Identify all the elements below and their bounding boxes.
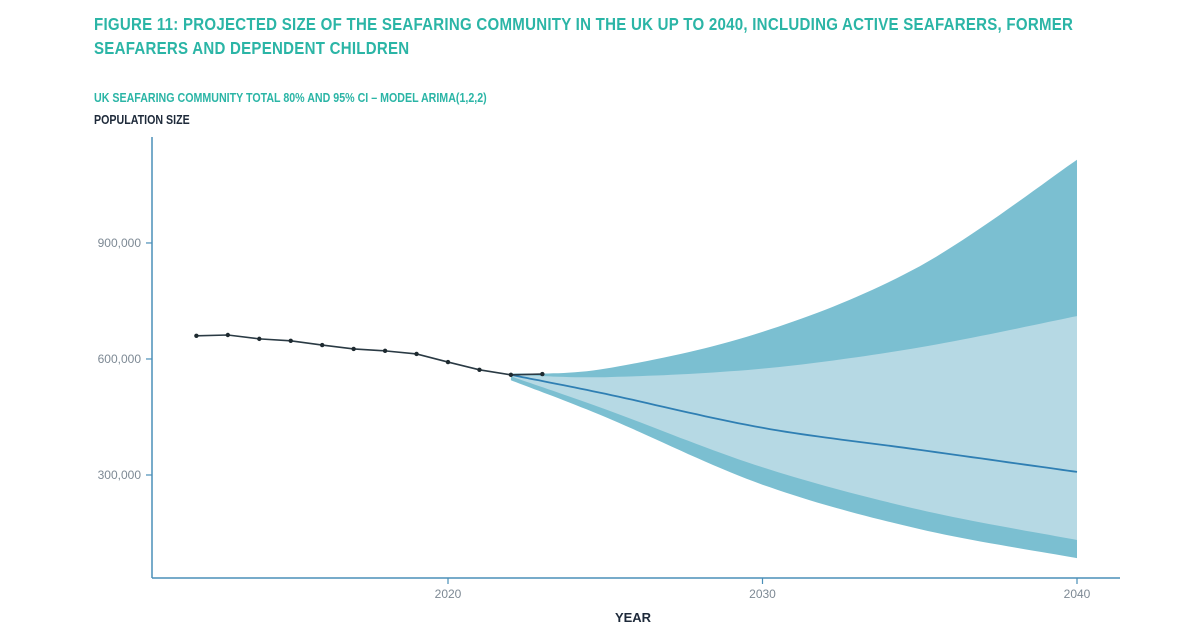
y-tick-label: 300,000 [98,468,142,482]
historical-point [540,371,545,377]
historical-point [288,338,293,344]
chart-subtitle: UK SEAFARING COMMUNITY TOTAL 80% AND 95%… [94,90,487,105]
chart-title: FIGURE 11: PROJECTED SIZE OF THE SEAFARI… [94,14,1074,58]
x-tick-label: 2040 [1064,587,1091,601]
ci-80-band [510,316,1077,540]
y-axis-label: POPULATION SIZE [94,112,190,127]
historical-point [257,336,262,342]
y-tick-label: 600,000 [98,352,142,366]
historical-point [225,332,231,338]
historical-point [477,367,482,373]
historical-line [196,334,543,376]
historical-point [320,342,325,348]
historical-point [382,348,388,354]
historical-point [194,333,199,338]
x-tick-label: 2020 [435,587,462,601]
y-tick-label: 900,000 [98,236,142,250]
x-axis-label: YEAR [615,610,652,625]
historical-point [508,372,514,378]
forecast-mean-line [510,373,1078,473]
historical-point [351,346,356,352]
historical-point [445,359,451,365]
historical-point [414,351,419,357]
x-tick-label: 2030 [749,587,776,601]
